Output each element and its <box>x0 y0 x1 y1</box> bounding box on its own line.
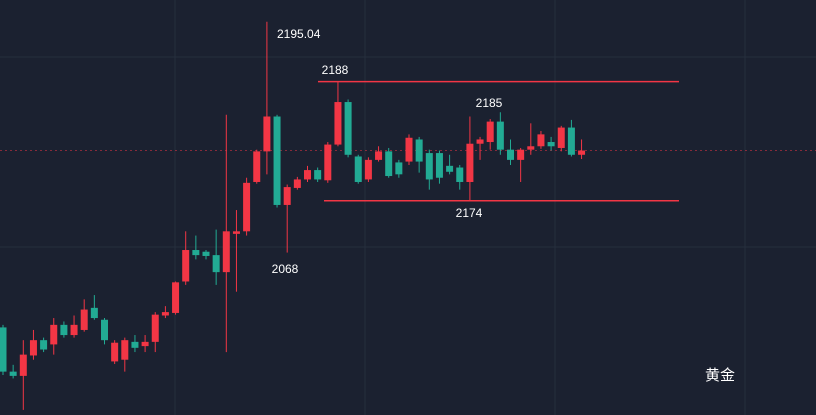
candle-body <box>324 144 332 181</box>
candle-body <box>273 116 281 205</box>
candle-body <box>29 340 37 356</box>
candle-body <box>375 151 383 160</box>
candle-body <box>9 371 17 376</box>
asset-label: 黄金 <box>705 367 735 384</box>
candle-body <box>354 156 362 182</box>
candle-body <box>19 354 27 376</box>
candle-body <box>385 151 393 177</box>
candle-body <box>527 146 535 150</box>
candle-body <box>405 137 413 162</box>
level-label: 2188 <box>322 63 349 77</box>
candle-body <box>567 127 575 155</box>
candle-body <box>80 309 88 330</box>
candle-body <box>446 165 454 172</box>
candle-body <box>243 182 251 232</box>
candle-body <box>537 134 545 147</box>
candle-body <box>425 153 433 180</box>
candle-body <box>151 314 159 342</box>
candle-body <box>334 102 342 145</box>
candle-body <box>101 319 108 341</box>
candle-body <box>557 127 565 148</box>
annotation: 2185 <box>476 96 503 110</box>
candle-body <box>222 231 230 273</box>
candle-body <box>60 324 68 336</box>
candle-body <box>435 153 443 178</box>
candle-body <box>263 116 271 152</box>
candle-body <box>232 231 240 234</box>
annotation: 2195.04 <box>277 27 321 41</box>
annotation: 2068 <box>272 262 299 276</box>
candle-body <box>182 250 190 282</box>
candle-body <box>161 312 169 316</box>
candle-body <box>547 142 555 147</box>
candle-body <box>395 162 403 175</box>
candle-body <box>131 341 139 348</box>
candle-body <box>192 250 200 256</box>
candle-body <box>466 143 474 182</box>
candle-body <box>456 167 464 182</box>
candle-body <box>578 150 586 155</box>
candle-body <box>507 149 514 160</box>
candle-body <box>50 324 58 345</box>
level-label: 2174 <box>456 206 483 220</box>
candle-body <box>0 327 7 372</box>
candle-body <box>70 324 78 336</box>
candle-body <box>344 102 352 155</box>
candle-body <box>202 251 210 256</box>
candle-body <box>314 170 322 180</box>
candle-body <box>293 179 301 188</box>
candle-body <box>121 340 129 360</box>
candle-body <box>476 139 484 144</box>
candle-body <box>40 340 48 350</box>
candle-body <box>90 307 98 319</box>
candle-body <box>496 121 504 150</box>
candle-body <box>212 255 220 273</box>
candle-body <box>364 159 372 180</box>
candle-body <box>415 139 423 162</box>
candle-body <box>517 149 525 160</box>
candle-body <box>253 151 261 182</box>
candle-body <box>486 121 494 143</box>
candle-body <box>172 282 180 313</box>
candle-body <box>111 342 119 362</box>
candle-body <box>141 341 149 347</box>
candle-body <box>283 187 291 205</box>
candle-body <box>304 170 311 180</box>
